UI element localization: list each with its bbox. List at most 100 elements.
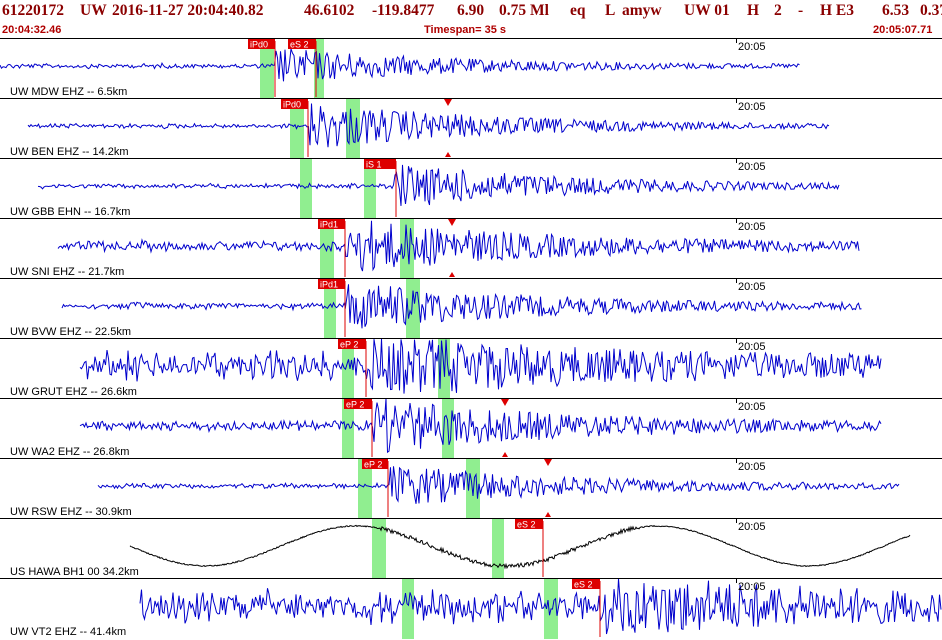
time-tick-label: 20:05: [738, 41, 766, 53]
waveform: [129, 524, 911, 570]
waveform: [27, 103, 830, 148]
trace-panel[interactable]: eS 2 US HAWA BH1 00 34.2km 20:05: [0, 518, 942, 579]
time-tick-label: 20:05: [738, 281, 766, 293]
time-tick: [736, 399, 737, 403]
waveform: [97, 466, 900, 504]
trace-panels[interactable]: iPd0 eS 2 UW MDW EHZ -- 6.5km 20:05 iPd0 UW B…: [0, 38, 942, 640]
event-v2: 0.37: [920, 2, 942, 19]
trace-panel[interactable]: eP 2 UW WA2 EHZ -- 26.8km 20:05: [0, 398, 942, 459]
pick-window: [492, 519, 504, 579]
time-tick-label: 20:05: [738, 101, 766, 113]
pick-label-box[interactable]: [288, 39, 316, 49]
amplitude-marker[interactable]: [545, 512, 551, 517]
station-label: UW BEN EHZ -- 14.2km: [10, 146, 129, 158]
pick-window: [324, 279, 336, 339]
pick-window: [342, 339, 354, 399]
amplitude-marker[interactable]: [448, 219, 456, 226]
trace-panel[interactable]: iPd1 UW SNI EHZ -- 21.7km 20:05: [0, 218, 942, 279]
time-tick: [736, 99, 737, 103]
pick-window: [358, 459, 372, 519]
pick-window: [346, 99, 360, 159]
seismogram: eS 2: [129, 519, 911, 579]
waveform: [139, 579, 942, 635]
station-label: UW GBB EHN -- 16.7km: [10, 206, 131, 218]
pick-label: iPd0: [250, 40, 268, 50]
event-header: 61220172 UW 2016-11-27 20:04:40.82 46.61…: [2, 2, 942, 22]
station-label: UW BVW EHZ -- 22.5km: [10, 326, 132, 338]
amplitude-marker[interactable]: [502, 452, 508, 457]
event-datetime: 2016-11-27 20:04:40.82: [112, 2, 264, 19]
time-tick: [736, 219, 737, 223]
amplitude-marker[interactable]: [444, 99, 452, 106]
event-lat: 46.6102: [304, 2, 355, 19]
event-net2: UW 01: [684, 2, 730, 19]
time-tick: [736, 459, 737, 463]
event-analyst: amyw: [622, 2, 662, 19]
pick-label: eS 2: [574, 580, 593, 590]
start-time: 20:04:32.46: [2, 24, 62, 36]
time-tick: [736, 339, 737, 343]
seismogram: eP 2: [79, 339, 882, 399]
pick-label-box[interactable]: [318, 279, 345, 289]
time-tick-label: 20:05: [738, 161, 766, 173]
pick-label-box[interactable]: [318, 219, 345, 229]
pick-label-box[interactable]: [515, 519, 543, 529]
station-label: UW GRUT EHZ -- 26.6km: [10, 386, 137, 398]
seismogram: eS 2: [139, 579, 942, 639]
pick-label-box[interactable]: [248, 39, 275, 49]
end-time: 20:05:07.71: [873, 24, 933, 36]
pick-window: [402, 579, 414, 639]
trace-panel[interactable]: iPd1 UW BVW EHZ -- 22.5km 20:05: [0, 278, 942, 339]
pick-label-box[interactable]: [572, 579, 600, 589]
pick-label-box[interactable]: [281, 99, 308, 109]
seismogram: iPd0: [27, 99, 830, 159]
pick-window: [260, 39, 274, 99]
waveform: [37, 164, 840, 206]
pick-window: [342, 399, 354, 459]
trace-panel[interactable]: iPd0 UW BEN EHZ -- 14.2km 20:05: [0, 98, 942, 159]
pick-label: iPd1: [320, 220, 338, 230]
waveform: [79, 399, 882, 454]
trace-panel[interactable]: eP 2 UW GRUT EHZ -- 26.6km 20:05: [0, 338, 942, 399]
station-label: UW WA2 EHZ -- 26.8km: [10, 446, 130, 458]
amplitude-marker[interactable]: [445, 152, 451, 157]
pick-label-box[interactable]: [338, 339, 366, 349]
trace-panel[interactable]: eP 2 UW RSW EHZ -- 30.9km 20:05: [0, 458, 942, 519]
pick-label: eS 2: [290, 40, 309, 50]
time-tick-label: 20:05: [738, 221, 766, 233]
event-id: 61220172: [2, 2, 64, 19]
waveform: [61, 284, 862, 329]
time-tick: [736, 279, 737, 283]
time-tick: [736, 519, 737, 523]
event-type: eq: [570, 2, 586, 19]
time-tick: [736, 159, 737, 163]
pick-window: [300, 159, 312, 219]
amplitude-marker[interactable]: [544, 459, 552, 466]
pick-window: [406, 279, 420, 339]
event-h-e3: H E3: [820, 2, 855, 19]
event-quality: H: [747, 2, 760, 19]
event-depth: 6.90: [457, 2, 485, 19]
station-label: UW SNI EHZ -- 21.7km: [10, 266, 125, 278]
pick-label: iPd1: [320, 280, 338, 290]
time-tick-label: 20:05: [738, 461, 766, 473]
time-tick: [736, 579, 737, 583]
pick-label: eP 2: [340, 340, 358, 350]
trace-panel[interactable]: iS 1 UW GBB EHN -- 16.7km 20:05: [0, 158, 942, 219]
pick-label-box[interactable]: [344, 399, 372, 409]
pick-window: [364, 159, 376, 219]
pick-label-box[interactable]: [364, 159, 396, 169]
time-tick-label: 20:05: [738, 581, 766, 593]
pick-label: eS 2: [517, 520, 536, 530]
amplitude-marker[interactable]: [449, 272, 455, 277]
pick-label-box[interactable]: [362, 459, 388, 469]
waveform: [79, 339, 882, 394]
trace-panel[interactable]: iPd0 eS 2 UW MDW EHZ -- 6.5km 20:05: [0, 38, 942, 99]
event-n2: 2: [774, 2, 782, 19]
pick-window: [290, 99, 304, 159]
event-v1: 6.53: [882, 2, 910, 19]
amplitude-marker[interactable]: [501, 399, 509, 406]
time-tick-label: 20:05: [738, 341, 766, 353]
seismogram: iPd1: [61, 279, 862, 339]
trace-panel[interactable]: eS 2 UW VT2 EHZ -- 41.4km 20:05: [0, 578, 942, 640]
